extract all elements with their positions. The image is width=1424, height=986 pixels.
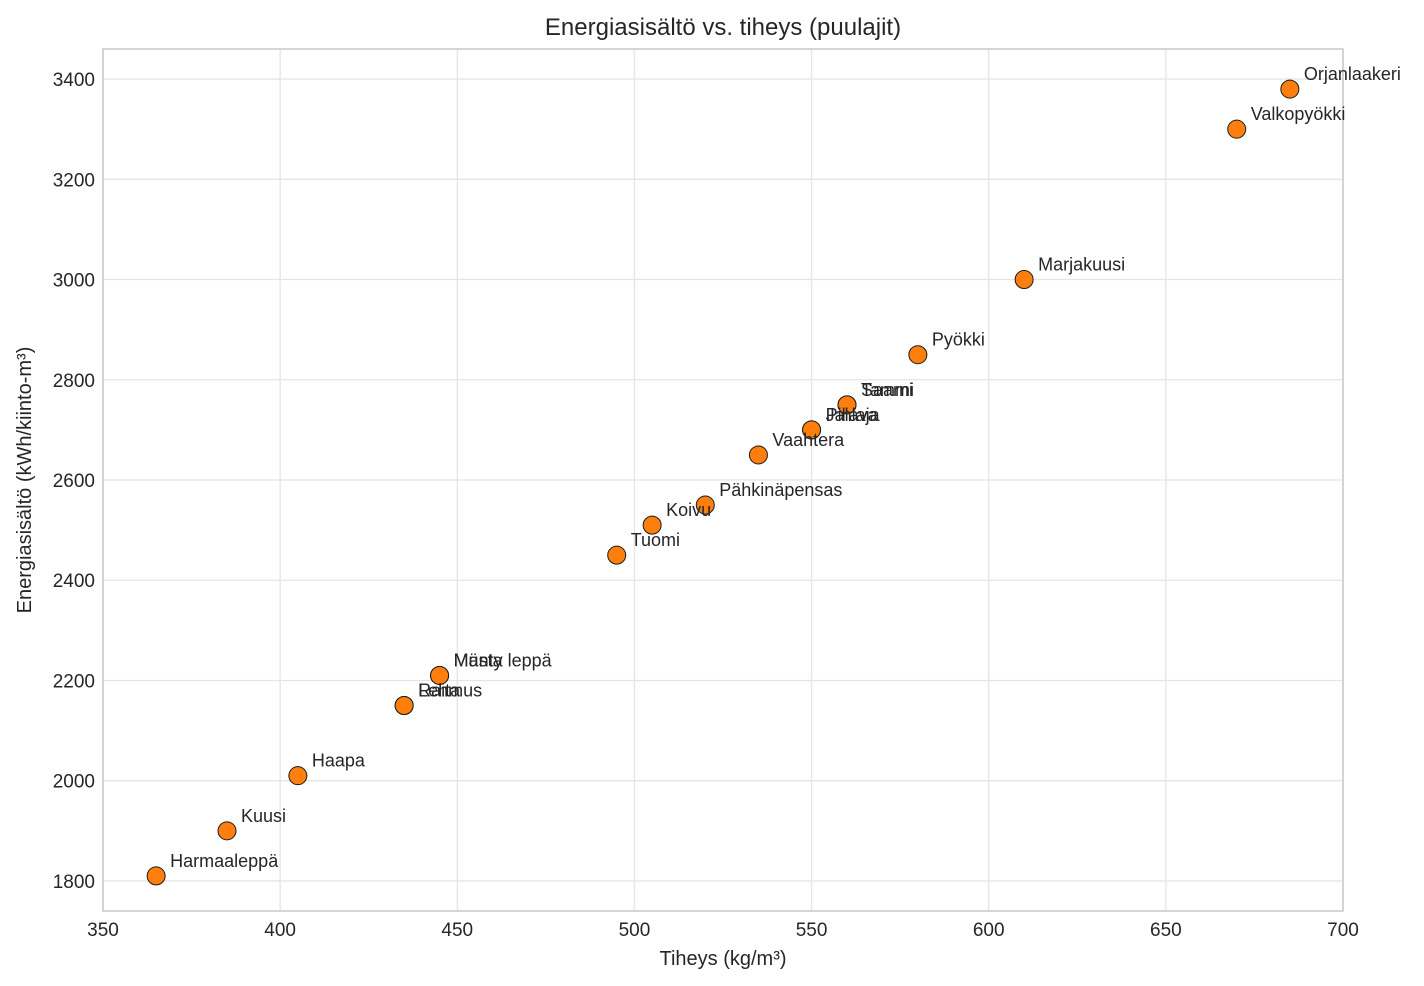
- data-point-label: Raita: [418, 681, 461, 701]
- data-point: [607, 545, 627, 565]
- x-axis-label: Tiheys (kg/m³): [659, 948, 786, 970]
- data-point: [430, 665, 450, 685]
- data-point: [1280, 79, 1300, 99]
- data-point-label: Harmaaleppä: [170, 851, 279, 871]
- data-point-label: Jalava: [826, 405, 879, 425]
- y-tick-label: 2600: [53, 471, 95, 492]
- data-point-label: Pähkinäpensas: [719, 480, 842, 500]
- data-point-label: Musta leppä: [454, 650, 553, 670]
- data-point: [394, 696, 414, 716]
- data-point-label: Pyökki: [932, 330, 985, 350]
- x-tick-label: 650: [1150, 920, 1182, 941]
- data-point: [217, 821, 237, 841]
- data-point-label: Kuusi: [241, 806, 286, 826]
- data-point: [695, 495, 715, 515]
- y-tick-label: 3200: [53, 170, 95, 191]
- data-point-label: Valkopyökki: [1251, 104, 1346, 124]
- data-point-label: Vaahtera: [772, 430, 845, 450]
- data-point-label: Tammi: [861, 380, 914, 400]
- chart-title: Energiasisältö vs. tiheys (puulajit): [545, 14, 901, 41]
- data-point-label: Lehmus: [418, 681, 482, 701]
- data-point: [288, 766, 308, 786]
- y-tick-label: 3000: [53, 271, 95, 292]
- x-tick-label: 550: [796, 920, 828, 941]
- data-point-label: Mänty: [454, 650, 503, 670]
- y-tick-label: 2400: [53, 571, 95, 592]
- y-tick-label: 2200: [53, 671, 95, 692]
- data-point: [146, 866, 166, 886]
- grid: [102, 49, 1344, 911]
- data-point: [837, 395, 857, 415]
- data-point-label: Marjakuusi: [1038, 255, 1125, 275]
- data-point: [748, 445, 768, 465]
- axis-ticks: 350 400 450 500 550 600 650 700 1800 2000 2200 2400…: [53, 70, 1359, 941]
- x-tick-label: 700: [1327, 920, 1359, 941]
- y-tick-label: 1800: [53, 872, 95, 893]
- data-point: [1014, 270, 1034, 290]
- data-point-label: Orjanlaakeri: [1304, 64, 1401, 84]
- data-point: [908, 345, 928, 365]
- data-points: [146, 79, 1300, 886]
- x-tick-label: 350: [87, 920, 119, 941]
- y-tick-label: 2000: [53, 772, 95, 793]
- y-tick-label: 3400: [53, 70, 95, 91]
- data-point-label: Saarni: [861, 380, 913, 400]
- y-axis-label: Energiasisältö (kWh/kiinto-m³): [14, 347, 36, 614]
- x-tick-label: 500: [619, 920, 651, 941]
- x-tick-label: 600: [973, 920, 1005, 941]
- plot-frame: [102, 48, 1344, 912]
- data-point: [802, 420, 822, 440]
- x-tick-label: 450: [441, 920, 473, 941]
- data-point-label: Haapa: [312, 751, 366, 771]
- data-point: [1227, 119, 1247, 139]
- y-tick-label: 2800: [53, 371, 95, 392]
- data-point: [642, 515, 662, 535]
- data-point-label: Pihlaja: [826, 405, 881, 425]
- data-point-label: Tuomi: [631, 530, 680, 550]
- x-tick-label: 400: [264, 920, 296, 941]
- data-point-label: Koivu: [666, 500, 711, 520]
